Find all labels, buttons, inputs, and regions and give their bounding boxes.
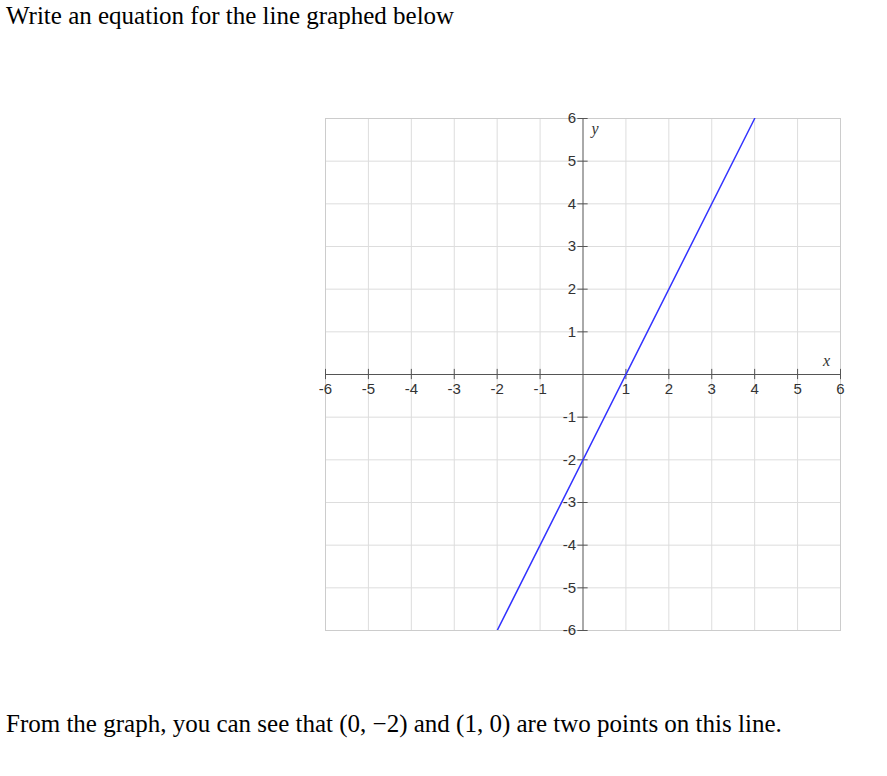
svg-text:-3: -3 [448, 380, 461, 397]
svg-text:-4: -4 [405, 380, 418, 397]
svg-text:1: 1 [568, 323, 576, 340]
svg-text:6: 6 [568, 110, 576, 126]
svg-text:-5: -5 [563, 579, 576, 596]
svg-text:-3: -3 [563, 493, 576, 510]
svg-text:-1: -1 [533, 380, 546, 397]
svg-text:-4: -4 [563, 536, 576, 553]
svg-text:4: 4 [568, 195, 576, 212]
svg-text:2: 2 [568, 280, 576, 297]
svg-text:6: 6 [836, 380, 844, 397]
svg-text:2: 2 [665, 380, 673, 397]
svg-text:5: 5 [568, 152, 576, 169]
svg-text:-6: -6 [563, 621, 576, 638]
html-text:From the graph, you can see th: From the graph, you can see that (0, −2)… [6, 710, 782, 737]
svg-text:-2: -2 [490, 380, 503, 397]
html-text:Write an equation for the line: Write an equation for the line graphed b… [6, 2, 455, 29]
svg-text:1: 1 [622, 380, 630, 397]
svg-text:-1: -1 [563, 408, 576, 425]
svg-text:x: x [822, 352, 830, 369]
svg-text:3: 3 [568, 237, 576, 254]
svg-text:5: 5 [793, 380, 801, 397]
svg-text:-2: -2 [563, 451, 576, 468]
svg-text:-5: -5 [362, 380, 375, 397]
svg-text:-6: -6 [319, 380, 332, 397]
svg-text:y: y [589, 120, 599, 138]
svg-text:4: 4 [750, 380, 758, 397]
svg-text:3: 3 [708, 380, 716, 397]
